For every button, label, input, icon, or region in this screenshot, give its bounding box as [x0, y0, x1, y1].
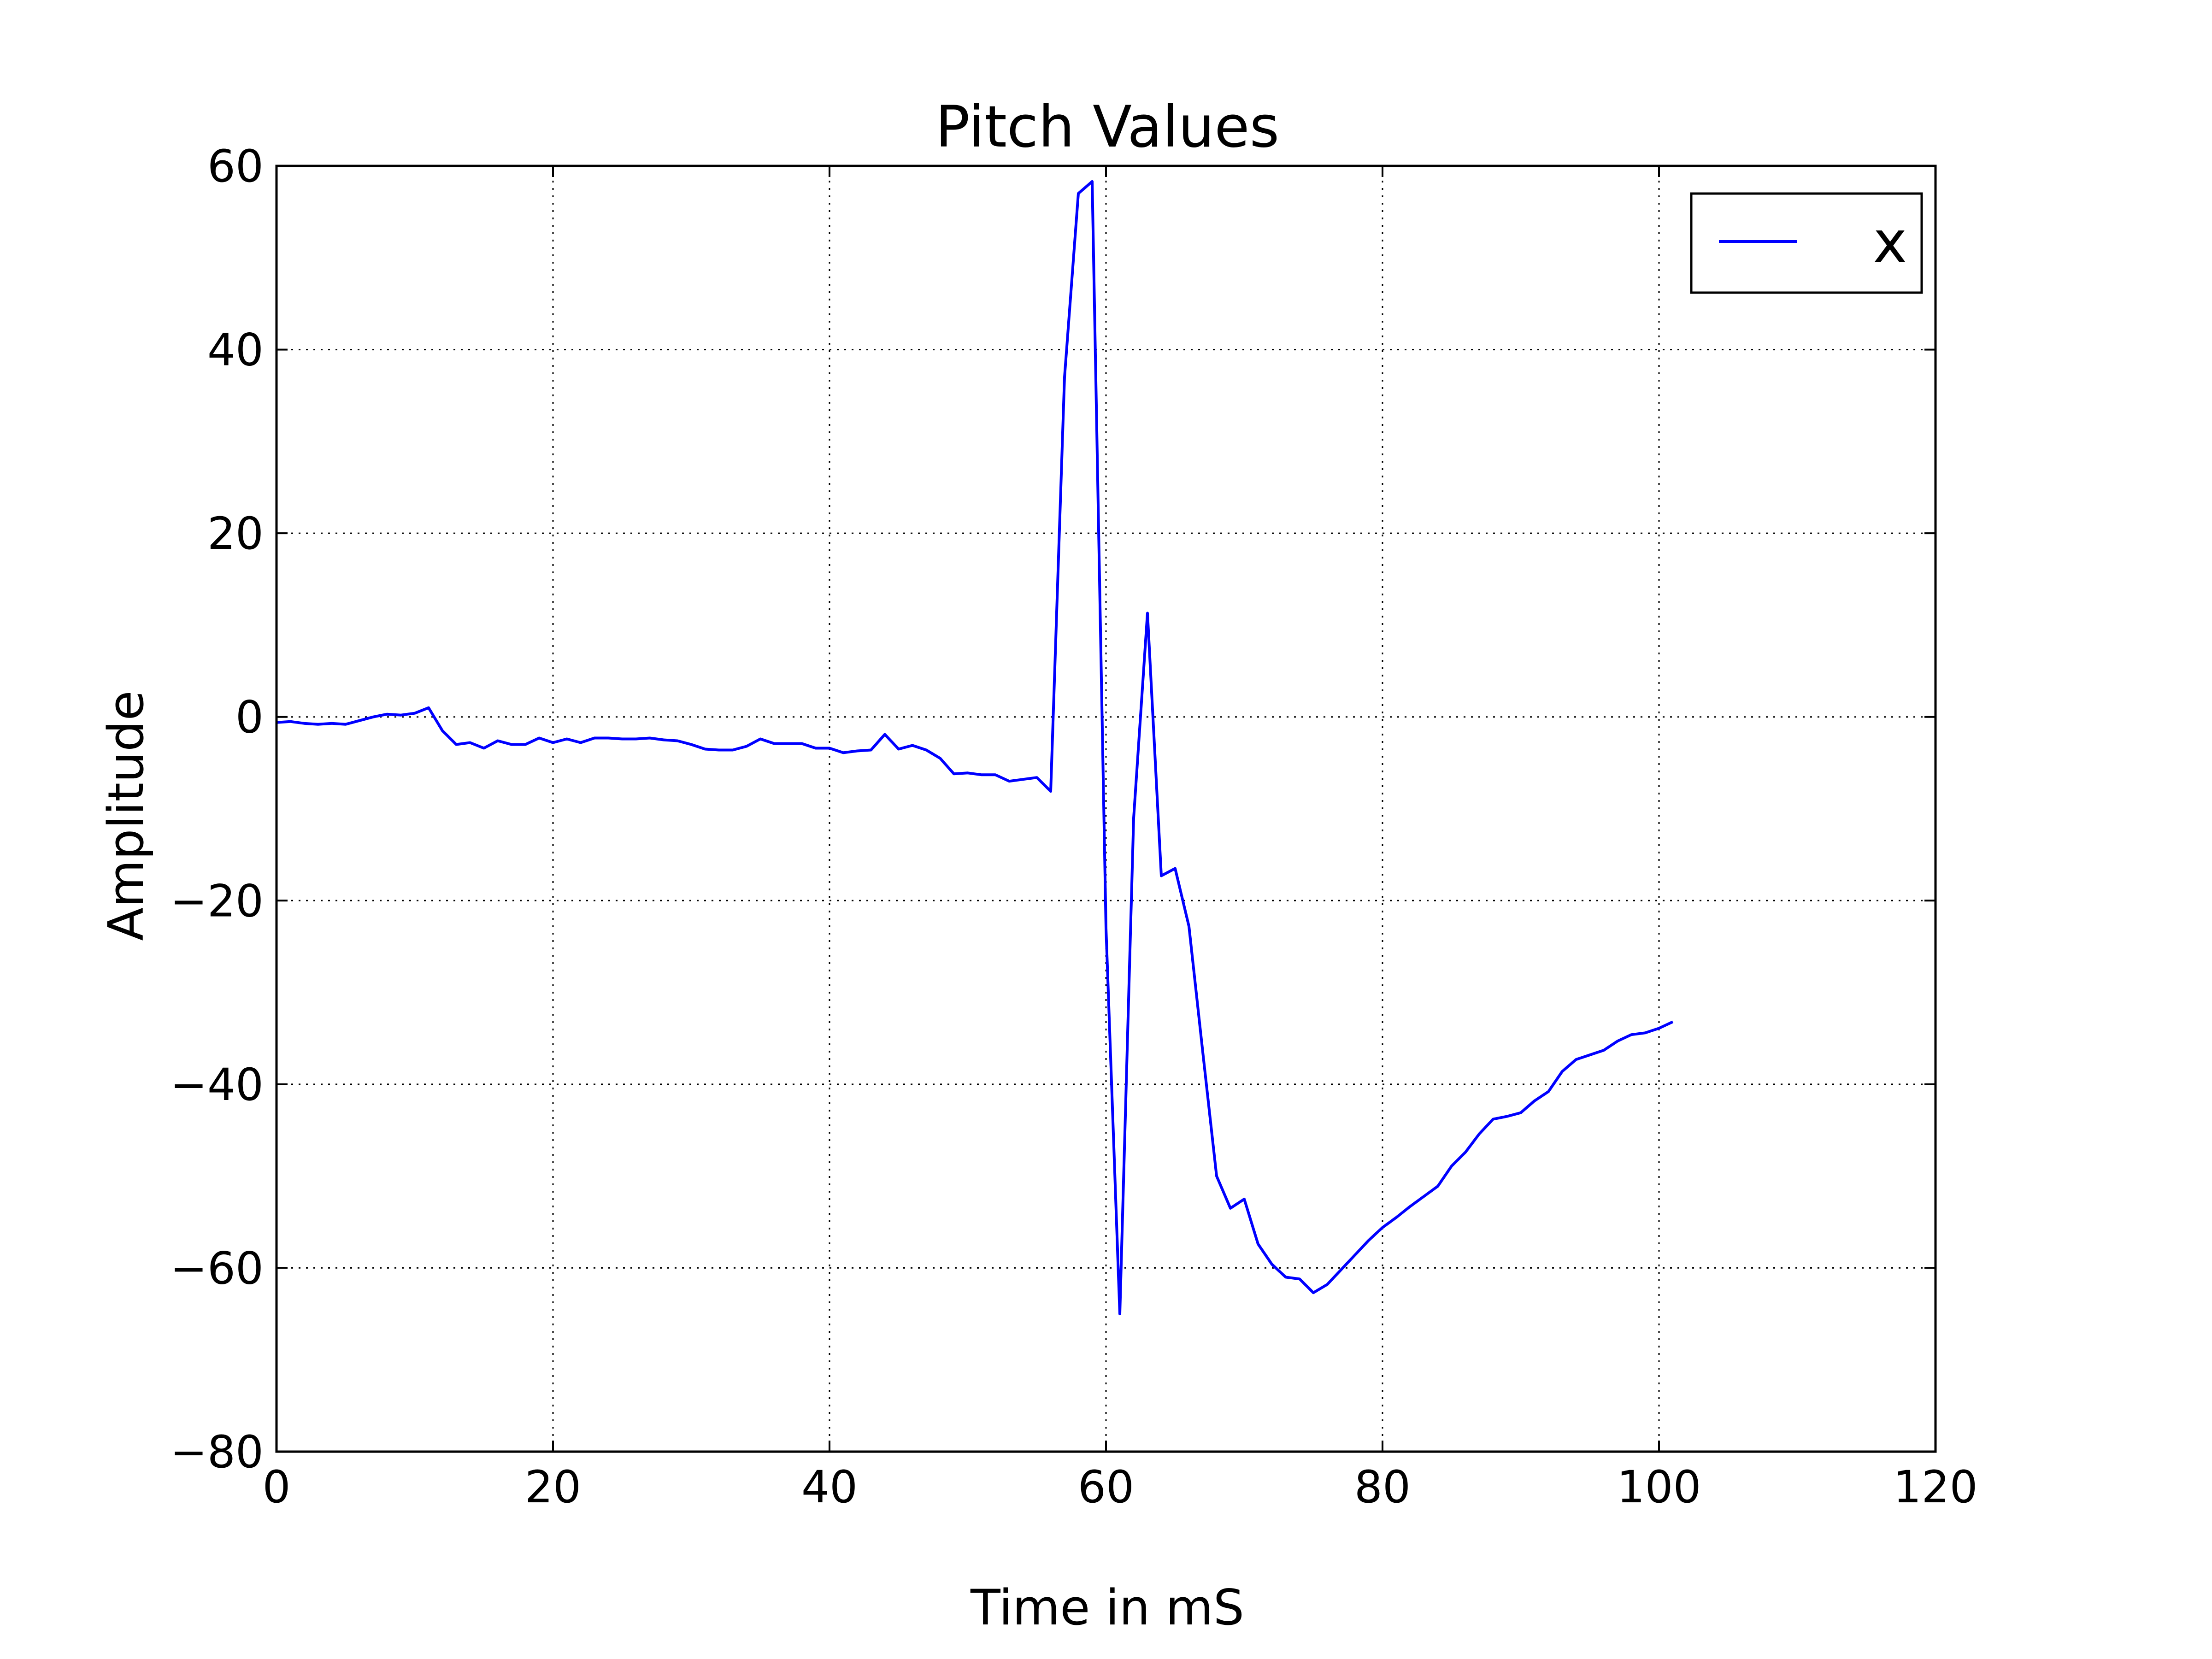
series-line-x: [276, 180, 1674, 1316]
legend-label-x: x: [1873, 209, 1907, 276]
y-tick-label: 40: [207, 324, 264, 376]
plot-area-frame: [275, 165, 1937, 1453]
x-tick-label: 100: [1617, 1461, 1701, 1513]
y-tick-label: −20: [170, 875, 264, 927]
y-tick-label: −80: [170, 1426, 264, 1478]
legend-box: [1690, 192, 1923, 294]
series-layer: [276, 180, 1674, 1316]
y-tick-label: 20: [207, 508, 264, 559]
x-tick-label: 0: [262, 1461, 290, 1513]
x-tick-label: 60: [1078, 1461, 1134, 1513]
y-tick-label: −60: [170, 1242, 264, 1294]
chart-title: Pitch Values: [935, 94, 1279, 160]
y-tick-labels: 60 40 20 0 −20 −40 −60 −80: [170, 141, 264, 1478]
y-tick-label: −40: [170, 1059, 264, 1111]
y-tick-label: 0: [235, 692, 264, 743]
axis-ticks: [276, 165, 1936, 1453]
y-tick-label: 60: [207, 141, 264, 192]
x-tick-label: 120: [1893, 1461, 1977, 1513]
x-axis-label: Time in mS: [970, 1579, 1244, 1636]
x-tick-label: 40: [801, 1461, 858, 1513]
legend: x: [1690, 192, 1923, 294]
y-axis-label: Amplitude: [98, 690, 154, 941]
x-tick-labels: 0 20 40 60 80 100 120: [262, 1461, 1977, 1513]
grid: [276, 166, 1936, 1452]
x-tick-label: 80: [1354, 1461, 1411, 1513]
x-tick-label: 20: [525, 1461, 581, 1513]
